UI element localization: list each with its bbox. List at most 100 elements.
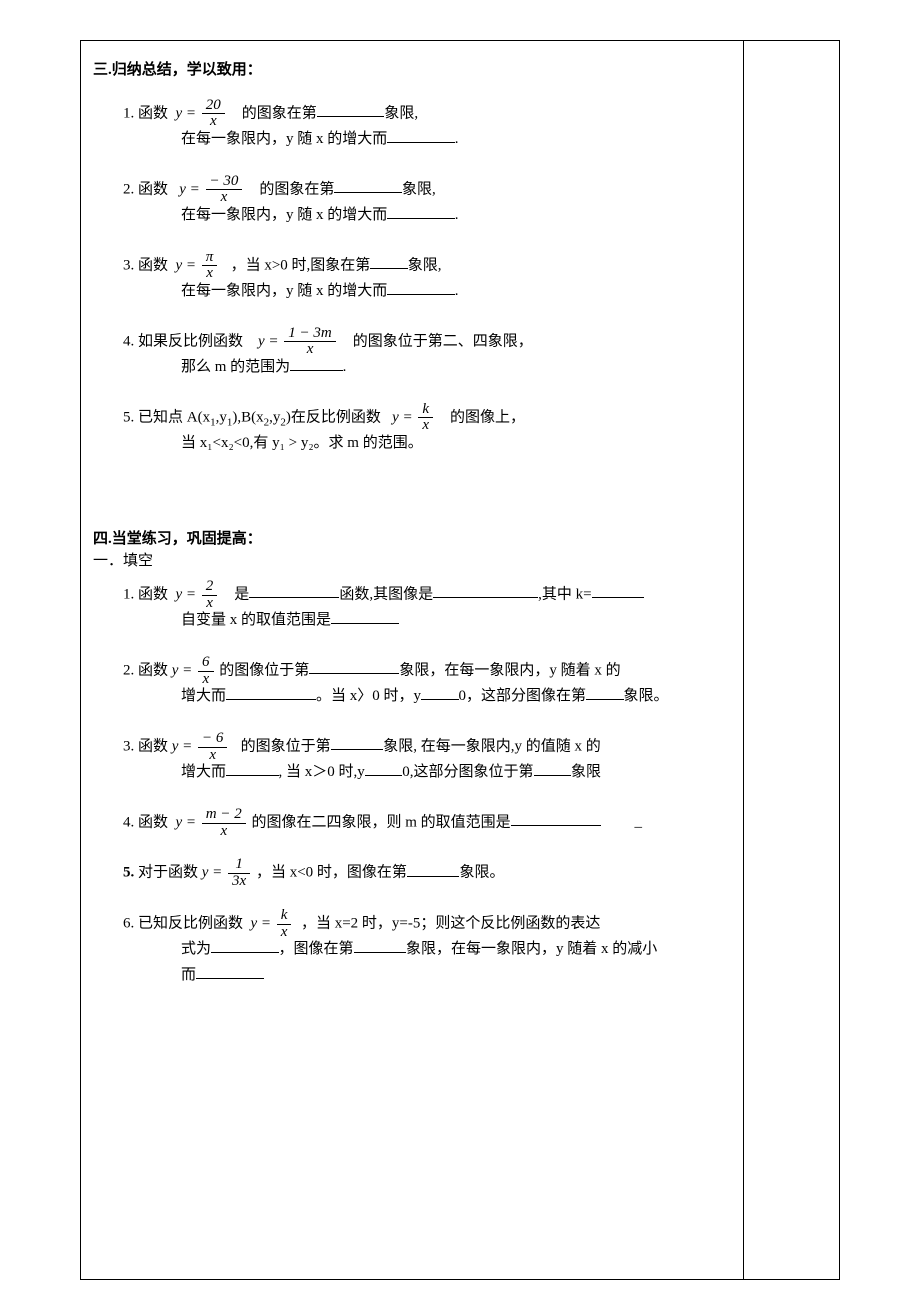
text: 当 x₁<x₂<0,有 y₁ > y₂。求 m 的范围。 [181, 435, 423, 451]
blank [433, 582, 538, 598]
text: 象限 [571, 764, 601, 780]
text: 是 [234, 586, 249, 602]
s4-q4: 4. 函数 y = m − 2 x 的图像在二四象限，则 m 的取值范围是 _ [123, 807, 731, 840]
numerator: 1 − 3m [284, 326, 335, 343]
text: ,y [269, 409, 280, 425]
s3-q5: 5. 已知点 A(x1,y1),B(x2,y2)在反比例函数 y = k x 的… [123, 402, 731, 460]
eq-lhs: y = [172, 738, 193, 754]
denominator: x [202, 824, 246, 840]
blank [370, 253, 408, 269]
section3-heading: 三.归纳总结，学以致用： [93, 59, 731, 82]
blank [586, 684, 624, 700]
numerator: 2 [202, 579, 218, 596]
text: . [343, 359, 347, 375]
text: ，当 x<0 时，图像在第 [256, 865, 407, 881]
text: 的图象在第 [242, 105, 317, 121]
text: 象限, [402, 181, 436, 197]
s3-q3: 3. 函数 y = π x ，当 x>0 时,图象在第象限, 在每一象限内，y … [123, 250, 731, 308]
text: 的图像上， [450, 409, 525, 425]
section4-subheading: 一．填空 [93, 550, 731, 573]
text: 5. [123, 865, 134, 881]
side-column [744, 41, 839, 1279]
text: 式为 [181, 941, 211, 957]
text: ，当 x>0 时,图象在第 [231, 257, 371, 273]
text: 的图像位于第 [219, 662, 309, 678]
text: ，当 x=2 时，y=-5；则这个反比例函数的表达 [301, 915, 600, 931]
text: 在每一象限内，y 随 x 的增大而 [181, 131, 387, 147]
blank [592, 582, 645, 598]
eq-lhs: y = [176, 105, 197, 121]
blank [226, 684, 316, 700]
blank [534, 760, 572, 776]
s3-q1: 1. 函数 y = 20 x 的图象在第象限, 在每一象限内，y 随 x 的增大… [123, 98, 731, 156]
text: 象限, 在每一象限内,y 的值随 x 的 [383, 738, 601, 754]
eq-lhs: y = [392, 409, 413, 425]
text: 1. 函数 [123, 586, 168, 602]
s4-q3: 3. 函数 y = − 6 x 的图象位于第象限, 在每一象限内,y 的值随 x… [123, 731, 731, 789]
fraction: 1 3x [228, 857, 250, 890]
text: 的图象位于第二、四象限， [353, 333, 533, 349]
blank [387, 279, 455, 295]
text: 的图象位于第 [241, 738, 331, 754]
blank [249, 582, 339, 598]
eq-lhs: y = [251, 915, 272, 931]
text: ),B(x [232, 409, 263, 425]
text: 4. 函数 [123, 814, 168, 830]
numerator: 20 [202, 98, 225, 115]
text: ,其中 k= [538, 586, 591, 602]
text: 的图象在第 [259, 181, 334, 197]
eq-lhs: y = [172, 662, 193, 678]
s3-q2: 2. 函数 y = − 30 x 的图象在第象限, 在每一象限内，y 随 x 的… [123, 174, 731, 232]
numerator: k [277, 908, 292, 925]
text: 象限, [408, 257, 442, 273]
blank [387, 127, 455, 143]
text: 。当 x〉0 时，y [316, 688, 421, 704]
text: 在每一象限内，y 随 x 的增大而 [181, 207, 387, 223]
text: 增大而 [181, 688, 226, 704]
text: 5. 已知点 A(x [123, 409, 210, 425]
denominator: 3x [228, 874, 250, 890]
main-content: 三.归纳总结，学以致用： 1. 函数 y = 20 x 的图象在第象限, 在每一… [81, 41, 744, 1279]
text: . [455, 283, 459, 299]
numerator: − 30 [206, 174, 243, 191]
text: 自变量 x 的取值范围是 [181, 612, 331, 628]
eq-lhs: y = [176, 586, 197, 602]
text: . [455, 131, 459, 147]
fraction: m − 2 x [202, 807, 246, 840]
eq-lhs: y = [258, 333, 279, 349]
text: 象限，在每一象限内，y 随着 x 的 [399, 662, 620, 678]
eq-lhs: y = [202, 865, 223, 881]
text: 象限。 [624, 688, 669, 704]
text: 3. 函数 [123, 738, 168, 754]
numerator: k [418, 402, 433, 419]
text: ，图像在第 [279, 941, 354, 957]
text: 对于函数 [138, 865, 198, 881]
s4-q6: 6. 已知反比例函数 y = k x ，当 x=2 时，y=-5；则这个反比例函… [123, 908, 731, 992]
numerator: π [202, 250, 218, 267]
blank [354, 937, 407, 953]
numerator: m − 2 [202, 807, 246, 824]
eq-lhs: y = [179, 181, 200, 197]
blank [290, 355, 343, 371]
text: 的图像在二四象限，则 m 的取值范围是 [252, 814, 511, 830]
text: 6. 已知反比例函数 [123, 915, 243, 931]
blank [365, 760, 403, 776]
s4-q1: 1. 函数 y = 2 x 是函数,其图像是,其中 k= 自变量 x 的取值范围… [123, 579, 731, 637]
text: 象限。 [459, 865, 504, 881]
s3-q3-prefix: 3. 函数 [123, 257, 168, 273]
text: . [455, 207, 459, 223]
blank [334, 177, 402, 193]
s3-q4-prefix: 4. 如果反比例函数 [123, 333, 243, 349]
text: 象限, [384, 105, 418, 121]
blank [331, 608, 399, 624]
text: 而 [181, 967, 196, 983]
blank [407, 861, 460, 877]
eq-lhs: y = [176, 257, 197, 273]
text: )在反比例函数 [286, 409, 381, 425]
text: 2. 函数 [123, 662, 168, 678]
s3-q4: 4. 如果反比例函数 y = 1 − 3m x 的图象位于第二、四象限， 那么 … [123, 326, 731, 384]
blank [317, 101, 385, 117]
section4-heading: 四.当堂练习，巩固提高： [93, 528, 731, 551]
blank [309, 658, 399, 674]
text: 函数,其图像是 [339, 586, 433, 602]
